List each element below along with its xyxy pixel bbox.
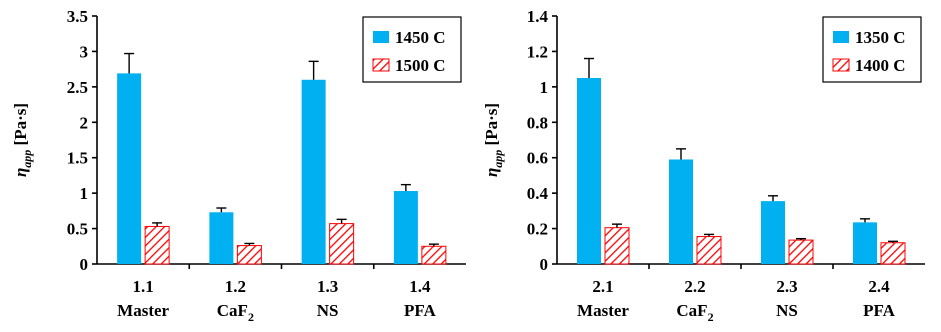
- legend: 1450 C 1500 C: [362, 16, 462, 83]
- sublabel-subscript: 2: [708, 310, 714, 324]
- x-category-label: 1.4: [409, 277, 431, 296]
- x-category-sublabel: Master: [117, 301, 169, 320]
- bar-hatched: [696, 236, 722, 265]
- y-tick-label: 0.8: [527, 113, 548, 132]
- bar-hatched: [329, 223, 355, 265]
- bar-solid: [209, 212, 234, 264]
- ylabel-symbol: η: [11, 168, 30, 177]
- y-tick-label: 3.5: [67, 7, 88, 26]
- y-tick-label: 3: [80, 42, 89, 61]
- y-axis-label: ηapp [Pa·s]: [482, 103, 505, 177]
- x-category-label: 2.4: [868, 277, 890, 296]
- ylabel-symbol: η: [482, 168, 501, 177]
- y-tick-label: 1: [80, 184, 89, 203]
- legend: 1350 C 1400 C: [822, 16, 922, 83]
- sublabel-subscript: 2: [248, 310, 254, 324]
- sublabel-text: CaF: [676, 301, 707, 320]
- bar-hatched: [144, 225, 170, 265]
- legend-swatch: [373, 31, 389, 43]
- legend-swatch: [372, 58, 390, 72]
- sublabel-text: NS: [317, 301, 339, 320]
- legend-swatch: [833, 31, 849, 43]
- bar-hatched: [788, 239, 814, 265]
- legend-label: 1400 C: [855, 56, 906, 75]
- bar-hatched: [604, 227, 630, 265]
- sublabel-text: Master: [577, 301, 629, 320]
- bar-solid: [301, 79, 326, 265]
- x-category-label: 1.3: [317, 277, 338, 296]
- y-tick-label: 1.2: [527, 42, 548, 61]
- bar-solid: [393, 191, 418, 264]
- bar-solid: [117, 73, 142, 264]
- x-category-sublabel: NS: [317, 301, 339, 320]
- sublabel-text: NS: [776, 301, 798, 320]
- legend-label: 1450 C: [395, 28, 446, 47]
- legend-swatch: [832, 58, 850, 72]
- y-tick-label: 1: [540, 78, 549, 97]
- bar-hatched: [236, 245, 262, 265]
- y-tick-label: 0.5: [67, 220, 88, 239]
- x-category-sublabel: NS: [776, 301, 798, 320]
- x-category-label: 2.1: [592, 277, 613, 296]
- x-category-label: 1.1: [133, 277, 154, 296]
- x-category-sublabel: CaF2: [676, 301, 713, 324]
- bar-solid: [853, 222, 877, 264]
- sublabel-text: CaF: [217, 301, 248, 320]
- y-tick-label: 0.6: [527, 149, 548, 168]
- y-tick-label: 0: [540, 255, 549, 274]
- bar-solid: [761, 201, 785, 264]
- ylabel-unit: [Pa·s]: [482, 103, 501, 150]
- y-tick-label: 2.5: [67, 78, 88, 97]
- chart-2: 0 0.2 0.4 0.6 0.8 1 1.2 1.4 2.1 Master 2.2 CaF2 2.3 N…: [482, 7, 925, 324]
- sublabel-text: PFA: [863, 301, 896, 320]
- y-axis-label: ηapp [Pa·s]: [11, 103, 34, 177]
- y-tick-label: 2: [80, 113, 89, 132]
- bar-solid: [669, 159, 693, 264]
- legend-label: 1350 C: [855, 28, 906, 47]
- y-tick-label: 0.4: [527, 184, 549, 203]
- bar-hatched: [421, 245, 447, 265]
- x-category-label: 1.2: [225, 277, 246, 296]
- chart-1: 00.511.522.533.51.1Master1.2CaF21.3NS1.4…: [11, 7, 466, 324]
- y-tick-label: 0.2: [527, 220, 548, 239]
- x-category-label: 2.2: [684, 277, 705, 296]
- x-category-sublabel: PFA: [863, 301, 896, 320]
- ylabel-subscript: app: [491, 150, 505, 168]
- bar-solid: [577, 78, 601, 264]
- y-tick-label: 0: [80, 255, 89, 274]
- x-category-label: 2.3: [776, 277, 797, 296]
- ylabel-subscript: app: [20, 150, 34, 168]
- x-category-sublabel: PFA: [404, 301, 437, 320]
- sublabel-text: PFA: [404, 301, 437, 320]
- sublabel-text: Master: [117, 301, 169, 320]
- y-tick-label: 1.4: [527, 7, 549, 26]
- x-category-sublabel: Master: [577, 301, 629, 320]
- ylabel-unit: [Pa·s]: [11, 103, 30, 150]
- x-category-sublabel: CaF2: [217, 301, 254, 324]
- y-tick-label: 1.5: [67, 149, 88, 168]
- legend-label: 1500 C: [395, 56, 446, 75]
- bar-hatched: [880, 242, 906, 265]
